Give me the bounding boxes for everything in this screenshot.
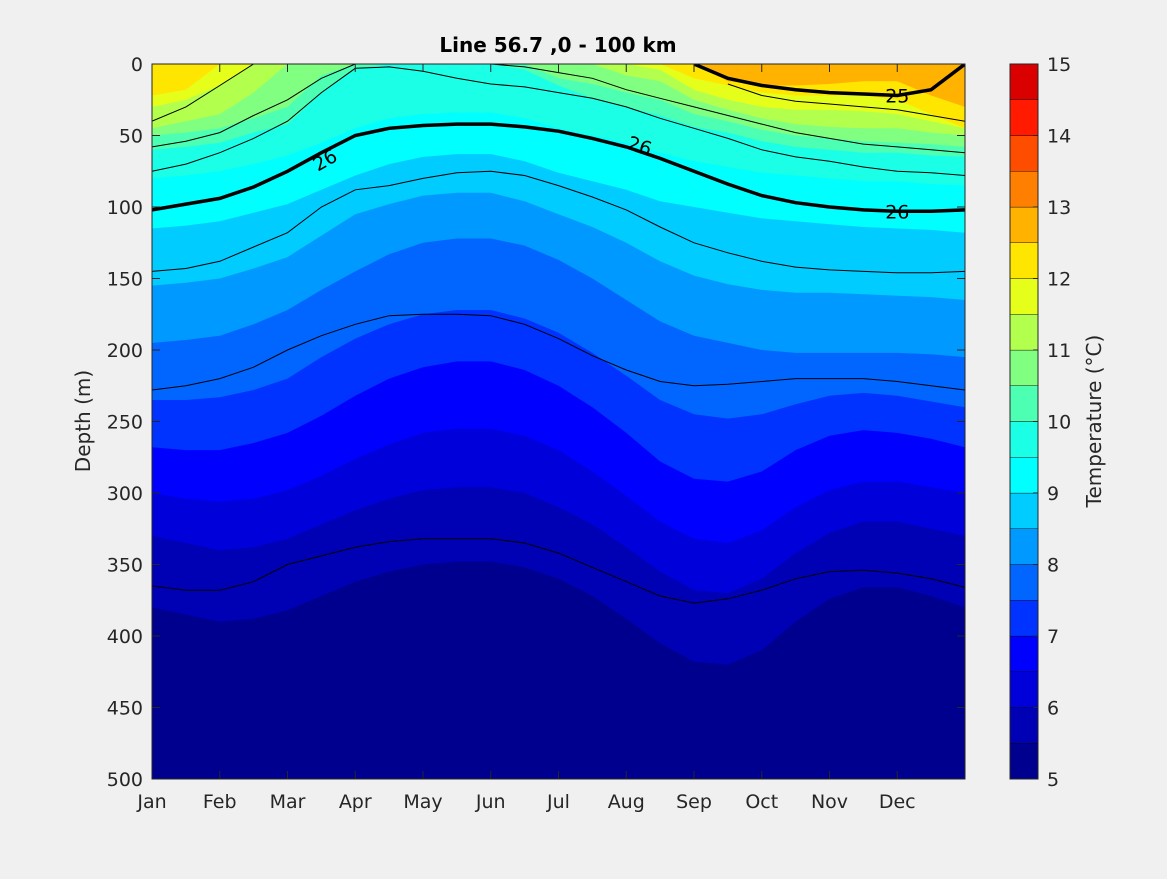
colorbar-label: Temperature (°C) [1082,335,1106,509]
contour-label-text: 26 [885,201,909,223]
x-tick-label: Jul [546,791,570,813]
x-tick-label: Mar [270,791,306,813]
x-tick-label: Jun [475,791,506,813]
y-tick-label: 300 [107,483,143,505]
y-tick-label: 200 [107,340,143,362]
colorbar-segment [1009,135,1039,172]
colorbar-tick-label: 7 [1047,626,1059,648]
colorbar-segment [1009,635,1039,672]
x-tick-label: Jan [136,791,166,813]
x-tick-label: Sep [676,791,712,813]
colorbar-segment [1009,314,1039,351]
colorbar-tick-label: 6 [1047,698,1059,720]
contour-line-2 [152,66,965,176]
colorbar-segment [1009,707,1039,744]
contour-line-0 [152,122,965,214]
colorbar-segment [1009,528,1039,565]
y-axis-label: Depth (m) [71,370,95,472]
x-tick-label: Oct [745,791,778,813]
colorbar-segment [1009,421,1039,458]
colorbar-segment [1009,171,1039,208]
y-tick-label: 100 [107,197,143,219]
colorbar-tick-label: 5 [1047,769,1059,791]
colorbar-segment [1009,385,1039,422]
x-tick-label: Nov [811,791,848,813]
colorbar-tick-label: 12 [1047,269,1071,291]
colorbar-tick-label: 13 [1047,197,1071,219]
x-tick-label: Aug [608,791,645,813]
colorbar-tick-label: 10 [1047,412,1071,434]
colorbar-tick-label: 15 [1047,54,1071,76]
band-fill-12-5 [152,64,965,107]
x-tick-label: May [403,791,442,813]
colorbar-segment [1009,600,1039,637]
contour-line-5 [152,170,965,274]
colorbar-segment [1009,743,1039,780]
chart-title: Line 56.7 ,0 - 100 km [439,33,676,57]
x-tick-label: Apr [339,791,372,813]
y-tick-label: 0 [131,54,143,76]
colorbar-segment [1009,457,1039,494]
colorbar-segment [1009,671,1039,708]
colorbar-tick-label: 8 [1047,555,1059,577]
colorbar-segment [1009,242,1039,279]
y-tick-label: 50 [119,126,143,148]
colorbar-tick-label: 14 [1047,126,1071,148]
contour-line-7 [152,538,965,604]
y-tick-label: 350 [107,555,143,577]
colorbar-segment [1009,492,1039,529]
colorbar-tick-label: 11 [1047,340,1071,362]
x-tick-label: Feb [203,791,237,813]
colorbar-segment [1009,349,1039,386]
contour-line-1 [693,64,965,98]
contour-label-text: 25 [885,86,909,108]
y-tick-label: 500 [107,769,143,791]
colorbar-segment [1009,63,1039,100]
contour-line-4 [152,64,965,122]
contour-line-3 [152,64,965,154]
contour-line-6 [152,313,965,391]
y-tick-label: 400 [107,626,143,648]
filled-contours [152,64,965,779]
contour-label: 25 [885,86,909,108]
colorbar-segment [1009,99,1039,136]
y-tick-label: 250 [107,412,143,434]
contour-label: 26 [885,201,909,223]
colorbar-segment [1009,278,1039,315]
y-tick-label: 150 [107,269,143,291]
colorbar-segment [1009,564,1039,601]
colorbar: 5 6 7 8 9 10 11 12 13 14 15 [1009,54,1071,791]
colorbar-tick-label: 9 [1047,483,1059,505]
contour-lines [152,64,965,604]
colorbar-segment [1009,206,1039,243]
x-tick-label: Dec [879,791,916,813]
y-tick-label: 450 [107,698,143,720]
